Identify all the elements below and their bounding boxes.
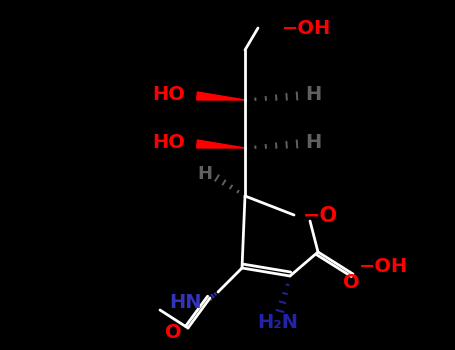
Text: H: H xyxy=(305,85,321,105)
Text: −OH: −OH xyxy=(282,19,331,37)
Polygon shape xyxy=(197,140,245,148)
Text: H: H xyxy=(197,165,212,183)
Text: HN: HN xyxy=(170,293,202,312)
Text: H₂N: H₂N xyxy=(258,314,298,332)
Text: −OH: −OH xyxy=(359,257,408,275)
Text: HO: HO xyxy=(152,133,185,153)
Text: H: H xyxy=(305,133,321,153)
Text: −O: −O xyxy=(303,206,338,226)
Text: O: O xyxy=(343,273,359,293)
Text: HO: HO xyxy=(152,85,185,105)
Polygon shape xyxy=(197,92,245,100)
Text: O: O xyxy=(165,323,182,343)
